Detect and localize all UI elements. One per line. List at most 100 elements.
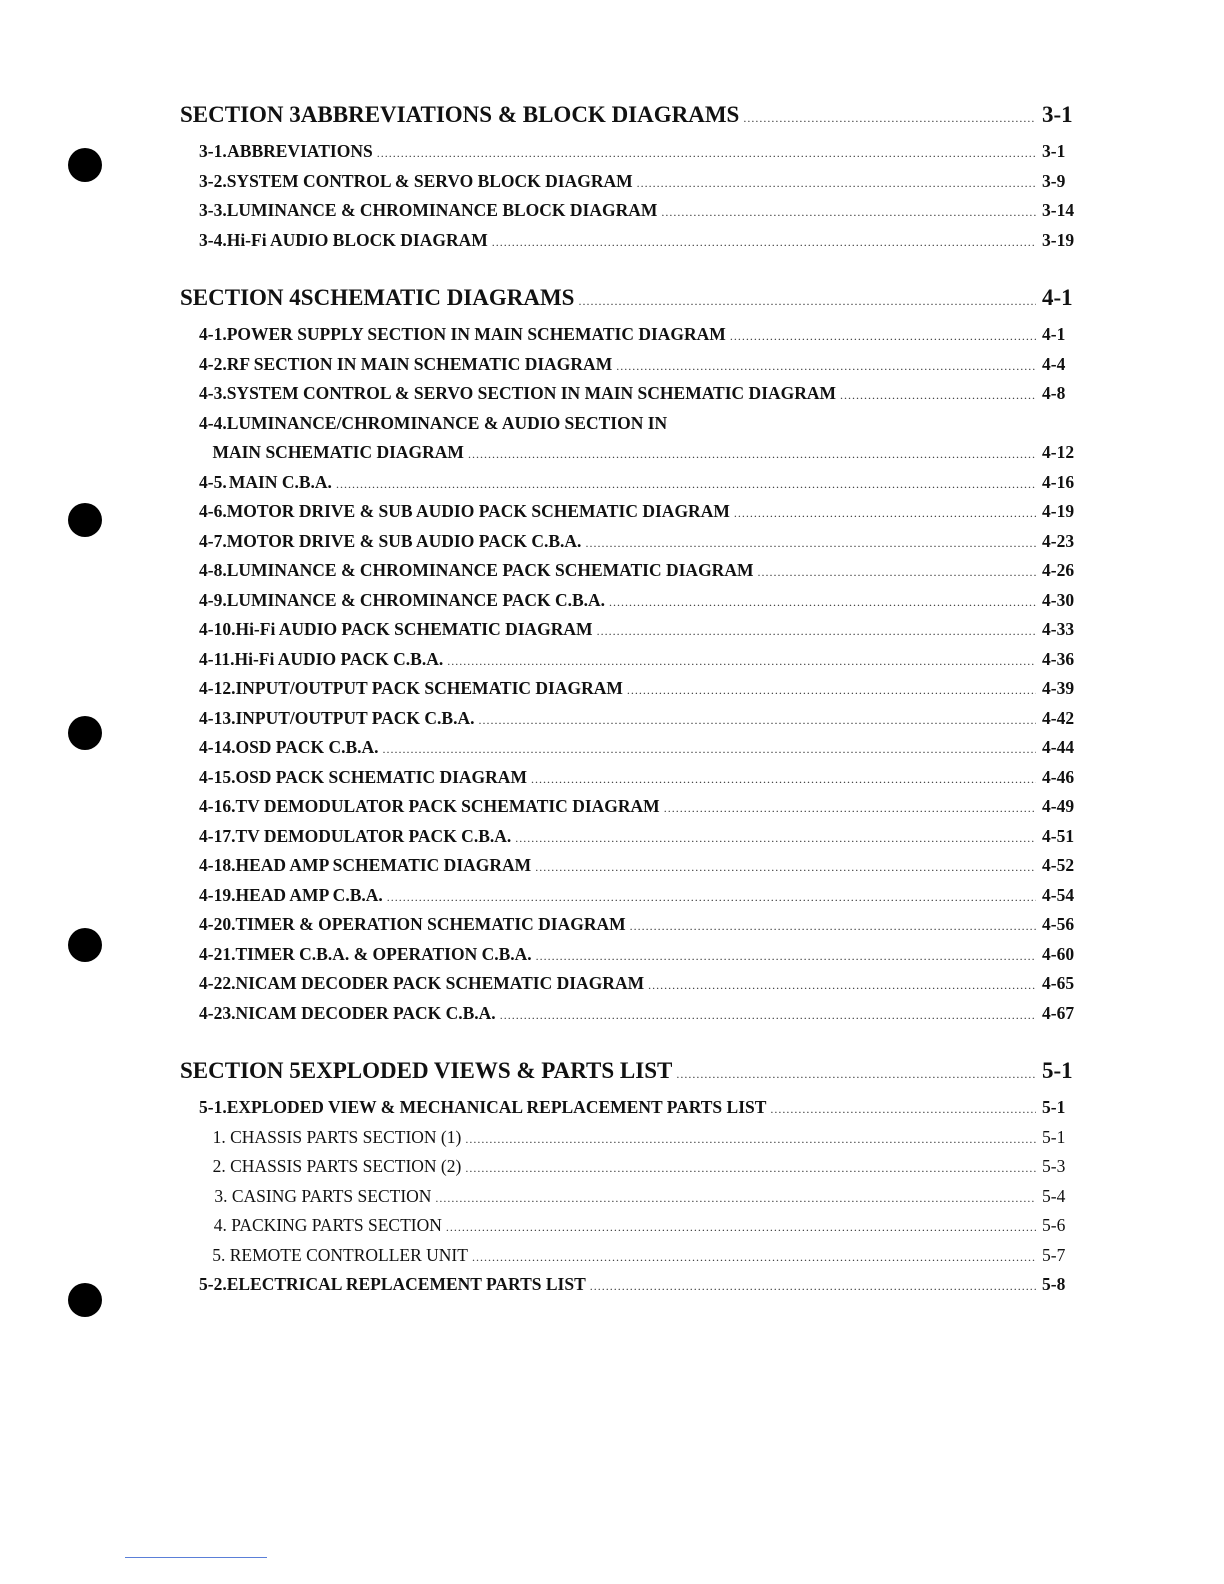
- toc-entry[interactable]: 5-2.ELECTRICAL REPLACEMENT PARTS LIST 5-8: [180, 1270, 1080, 1300]
- entry-title: 5. REMOTE CONTROLLER UNIT: [212, 1244, 468, 1265]
- dot-leader: [478, 706, 1036, 736]
- page-number: 4-44: [1042, 737, 1075, 757]
- toc-entry-continuation[interactable]: MAIN SCHEMATIC DIAGRAM 4-12: [180, 438, 1080, 468]
- entry-title: 3. CASING PARTS SECTION: [214, 1185, 432, 1206]
- entry-number: 4-10.: [199, 619, 236, 639]
- page-number: 4-12: [1042, 442, 1075, 462]
- toc-subentry[interactable]: 2. CHASSIS PARTS SECTION (2) 5-3: [180, 1152, 1080, 1182]
- binder-hole: [68, 1283, 102, 1317]
- page-number: 4-65: [1042, 973, 1075, 993]
- page-number: 4-1: [1042, 285, 1073, 310]
- entry-title: SYSTEM CONTROL & SERVO BLOCK DIAGRAM: [226, 170, 633, 191]
- toc-entry[interactable]: 4-8. LUMINANCE & CHROMINANCE PACK SCHEMAT…: [180, 556, 1080, 586]
- toc-entry[interactable]: 4-20. TIMER & OPERATION SCHEMATIC DIAGRAM…: [180, 910, 1080, 940]
- toc-entry[interactable]: 4-17.TV DEMODULATOR PACK C.B.A. 4-51: [180, 822, 1080, 852]
- dot-leader: [468, 440, 1036, 470]
- entry-title: SCHEMATIC DIAGRAMS: [300, 285, 575, 310]
- entry-title: NICAM DECODER PACK SCHEMATIC DIAGRAM: [235, 973, 645, 993]
- dot-leader: [578, 284, 1036, 318]
- toc-entry[interactable]: 4-12. INPUT/OUTPUT PACK SCHEMATIC DIAGRAM…: [180, 674, 1080, 704]
- dot-leader: [515, 824, 1036, 854]
- dot-leader: [536, 942, 1036, 972]
- page-number: 3-1: [1042, 141, 1066, 161]
- toc-entry[interactable]: 3-1.ABBREVIATIONS 3-1: [180, 137, 1080, 167]
- toc-entry[interactable]: 4-15.OSD PACK SCHEMATIC DIAGRAM 4-46: [180, 763, 1080, 793]
- entry-title: INPUT/OUTPUT PACK C.B.A.: [235, 707, 475, 728]
- toc-subentry[interactable]: 3. CASING PARTS SECTION 5-4: [180, 1182, 1080, 1212]
- page-number: 4-67: [1042, 1002, 1075, 1023]
- entry-title: HEAD AMP C.B.A.: [235, 884, 383, 905]
- entry-title: EXPLODED VIEWS & PARTS LIST: [300, 1058, 673, 1083]
- page-number: 3-19: [1042, 229, 1075, 250]
- toc-entry[interactable]: 4-6. MOTOR DRIVE & SUB AUDIO PACK SCHEMAT…: [180, 497, 1080, 527]
- toc-entry[interactable]: 4-11.Hi-Fi AUDIO PACK C.B.A. 4-36: [180, 645, 1080, 675]
- toc-entry[interactable]: 4-3. SYSTEM CONTROL & SERVO SECTION IN MA…: [180, 379, 1080, 409]
- toc-entry[interactable]: 4-23.NICAM DECODER PACK C.B.A. 4-67: [180, 999, 1080, 1029]
- toc-entry[interactable]: 4-2. RF SECTION IN MAIN SCHEMATIC DIAGRAM…: [180, 350, 1080, 380]
- dot-leader: [730, 322, 1036, 352]
- toc-entry[interactable]: 4-5.MAIN C.B.A. 4-16: [180, 468, 1080, 498]
- toc-entry[interactable]: 4-4. LUMINANCE/CHROMINANCE & AUDIO SECTIO…: [180, 409, 1080, 439]
- toc-entry[interactable]: 4-21.TIMER C.B.A. & OPERATION C.B.A. 4-60: [180, 940, 1080, 970]
- page-number: 5-1: [1042, 1126, 1066, 1147]
- toc-entry[interactable]: 4-14.OSD PACK C.B.A. 4-44: [180, 733, 1080, 763]
- toc-subentry[interactable]: 1. CHASSIS PARTS SECTION (1) 5-1: [180, 1123, 1080, 1153]
- entry-title: 4. PACKING PARTS SECTION: [213, 1215, 442, 1235]
- entry-title: Hi-Fi AUDIO BLOCK DIAGRAM: [226, 229, 488, 250]
- dot-leader: [535, 853, 1036, 883]
- dot-leader: [637, 169, 1036, 199]
- toc-entry[interactable]: 5-1. EXPLODED VIEW & MECHANICAL REPLACEME…: [180, 1093, 1080, 1123]
- dot-leader: [585, 529, 1036, 559]
- toc-entry[interactable]: 4-7.MOTOR DRIVE & SUB AUDIO PACK C.B.A. 4…: [180, 527, 1080, 557]
- entry-number: 4-13.: [199, 707, 236, 728]
- entry-number: SECTION 3: [180, 102, 301, 127]
- toc-entry[interactable]: 4-19.HEAD AMP C.B.A. 4-54: [180, 881, 1080, 911]
- entry-title: OSD PACK C.B.A.: [235, 737, 379, 757]
- entry-number: 4-3.: [199, 383, 227, 403]
- entry-title: EXPLODED VIEW & MECHANICAL REPLACEMENT P…: [226, 1097, 767, 1117]
- toc-entry[interactable]: 4-16. TV DEMODULATOR PACK SCHEMATIC DIAGR…: [180, 792, 1080, 822]
- entry-number: 5-2.: [199, 1274, 227, 1294]
- toc-entry[interactable]: 4-13.INPUT/OUTPUT PACK C.B.A. 4-42: [180, 704, 1080, 734]
- entry-title: INPUT/OUTPUT PACK SCHEMATIC DIAGRAM: [235, 678, 623, 698]
- dot-leader: [661, 198, 1036, 228]
- page-number: 4-54: [1042, 884, 1075, 905]
- entry-number: 4-20.: [199, 914, 236, 934]
- page-number: 4-33: [1042, 619, 1075, 639]
- entry-title: MOTOR DRIVE & SUB AUDIO PACK C.B.A.: [226, 530, 582, 551]
- entry-number: 4-2.: [199, 353, 227, 374]
- toc-entry[interactable]: 4-1. POWER SUPPLY SECTION IN MAIN SCHEMAT…: [180, 320, 1080, 350]
- dot-leader: [383, 735, 1036, 765]
- page-number: 4-52: [1042, 855, 1075, 875]
- entry-title: TV DEMODULATOR PACK SCHEMATIC DIAGRAM: [235, 796, 660, 816]
- entry-number: 4-12.: [199, 678, 236, 698]
- toc-entry[interactable]: 3-2. SYSTEM CONTROL & SERVO BLOCK DIAGRAM…: [180, 167, 1080, 197]
- page-number: 4-56: [1042, 914, 1075, 934]
- dot-leader: [590, 1272, 1036, 1302]
- toc-subentry[interactable]: 5. REMOTE CONTROLLER UNIT 5-7: [180, 1241, 1080, 1271]
- dot-leader: [627, 676, 1036, 706]
- toc-entry[interactable]: 3-3. LUMINANCE & CHROMINANCE BLOCK DIAGRA…: [180, 196, 1080, 226]
- entry-number: SECTION 5: [180, 1058, 301, 1083]
- entry-number: 4-8.: [199, 560, 227, 580]
- entry-number: 4-7.: [199, 530, 227, 551]
- entry-title: LUMINANCE & CHROMINANCE PACK SCHEMATIC D…: [226, 560, 754, 580]
- toc-entry[interactable]: 3-4.Hi-Fi AUDIO BLOCK DIAGRAM 3-19: [180, 226, 1080, 256]
- binder-hole: [68, 716, 102, 750]
- toc-entry[interactable]: 4-18.HEAD AMP SCHEMATIC DIAGRAM 4-52: [180, 851, 1080, 881]
- dot-leader: [472, 1243, 1036, 1273]
- entry-title: SYSTEM CONTROL & SERVO SECTION IN MAIN S…: [226, 383, 837, 403]
- toc-entry[interactable]: 4-22. NICAM DECODER PACK SCHEMATIC DIAGRA…: [180, 969, 1080, 999]
- dot-leader: [734, 499, 1036, 529]
- entry-number: 4-5.: [199, 471, 227, 492]
- entry-number: 3-1.: [199, 141, 227, 161]
- entry-title: TV DEMODULATOR PACK C.B.A.: [235, 825, 512, 846]
- dot-leader: [492, 228, 1036, 258]
- toc-entry[interactable]: 4-9.LUMINANCE & CHROMINANCE PACK C.B.A. 4…: [180, 586, 1080, 616]
- toc-entry[interactable]: 4-10.Hi-Fi AUDIO PACK SCHEMATIC DIAGRAM 4…: [180, 615, 1080, 645]
- toc-subentry[interactable]: 4. PACKING PARTS SECTION 5-6: [180, 1211, 1080, 1241]
- binder-hole: [68, 503, 102, 537]
